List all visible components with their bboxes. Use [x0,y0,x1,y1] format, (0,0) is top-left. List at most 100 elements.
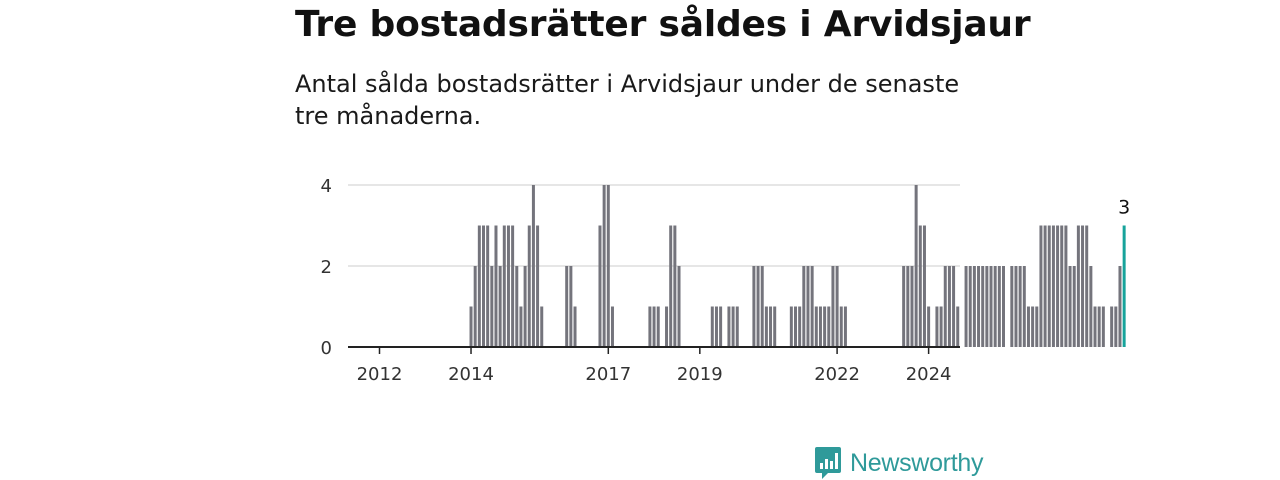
bar [798,306,802,347]
bar [731,306,735,347]
newsworthy-logo: Newsworthy [814,446,983,480]
bar [531,185,535,347]
bar [477,225,481,347]
bar [523,266,527,347]
bar [540,306,544,347]
bar [972,266,976,347]
bar [482,225,485,347]
bar [1014,266,1018,347]
y-tick-label: 2 [321,257,332,278]
bar [1064,225,1068,347]
bar [831,266,835,347]
x-tick-label: 2014 [448,364,494,385]
bar [606,185,610,347]
bar [947,266,951,347]
bar [769,306,773,347]
bar [490,266,494,347]
bar [710,306,714,347]
bar [823,306,827,347]
bar [943,266,947,347]
bar [486,225,490,347]
bar [506,225,510,347]
bar [519,306,523,347]
bar [1022,266,1026,347]
bar [502,225,506,347]
x-tick-label: 2017 [585,364,631,385]
bar [1114,306,1118,347]
bar [1002,266,1005,347]
gridlines [348,184,960,267]
bar [1068,266,1072,347]
bar [985,266,989,347]
bar [665,306,669,347]
bar [515,266,519,347]
bar [1047,225,1051,347]
bar [989,266,993,347]
y-tick-label: 4 [321,176,332,197]
bar [610,306,614,347]
bar [756,266,760,347]
bar [602,185,606,347]
x-tick-label: 2012 [357,364,403,385]
y-tick-label: 0 [321,338,332,359]
bar [956,306,960,347]
bar [469,306,473,347]
bar [677,266,681,347]
newsworthy-logo-icon [815,447,841,479]
bar [1089,266,1093,347]
bar [511,225,515,347]
bar [656,306,660,347]
highlight-data-label: 3 [1118,197,1130,219]
bar [1026,306,1030,347]
bar [727,306,731,347]
bar [669,225,673,347]
bar [527,225,531,347]
bar [794,306,797,347]
bar [473,266,477,347]
bar [906,266,910,347]
x-tick-label: 2019 [677,364,723,385]
bar [565,266,569,347]
bar [952,266,956,347]
bar [1097,306,1101,347]
bar [935,306,939,347]
bar [1076,225,1080,347]
bar [977,266,981,347]
bar [835,266,839,347]
x-axis-ticks: 2012 2014 2017 2019 2022 2024 [357,347,952,385]
bar [918,225,922,347]
bar [735,306,739,347]
bar [1035,306,1039,347]
bar [1010,266,1014,347]
bar [843,306,847,347]
bar [806,266,810,347]
bar [652,306,656,347]
bar [498,266,502,347]
bar [1118,266,1122,347]
bar [914,185,918,347]
bar [714,306,718,347]
bar [939,306,943,347]
bar [760,266,764,347]
bar [1085,225,1089,347]
bar [997,266,1001,347]
bar [1093,306,1097,347]
bar [1110,306,1114,347]
bar [1051,225,1055,347]
chart-title: Tre bostadsrätter såldes i Arvidsjaur [295,4,1031,45]
bar-series [469,185,1126,347]
bar [573,306,577,347]
bar [598,225,602,347]
bar [927,306,931,347]
bar [1018,266,1022,347]
bar [922,225,926,347]
x-tick-label: 2024 [906,364,952,385]
bar [968,266,972,347]
bar [1060,225,1064,347]
bar [789,306,793,347]
bar [1031,306,1035,347]
bar [839,306,843,347]
bar [964,266,968,347]
x-tick-label: 2022 [814,364,860,385]
bar [752,266,756,347]
